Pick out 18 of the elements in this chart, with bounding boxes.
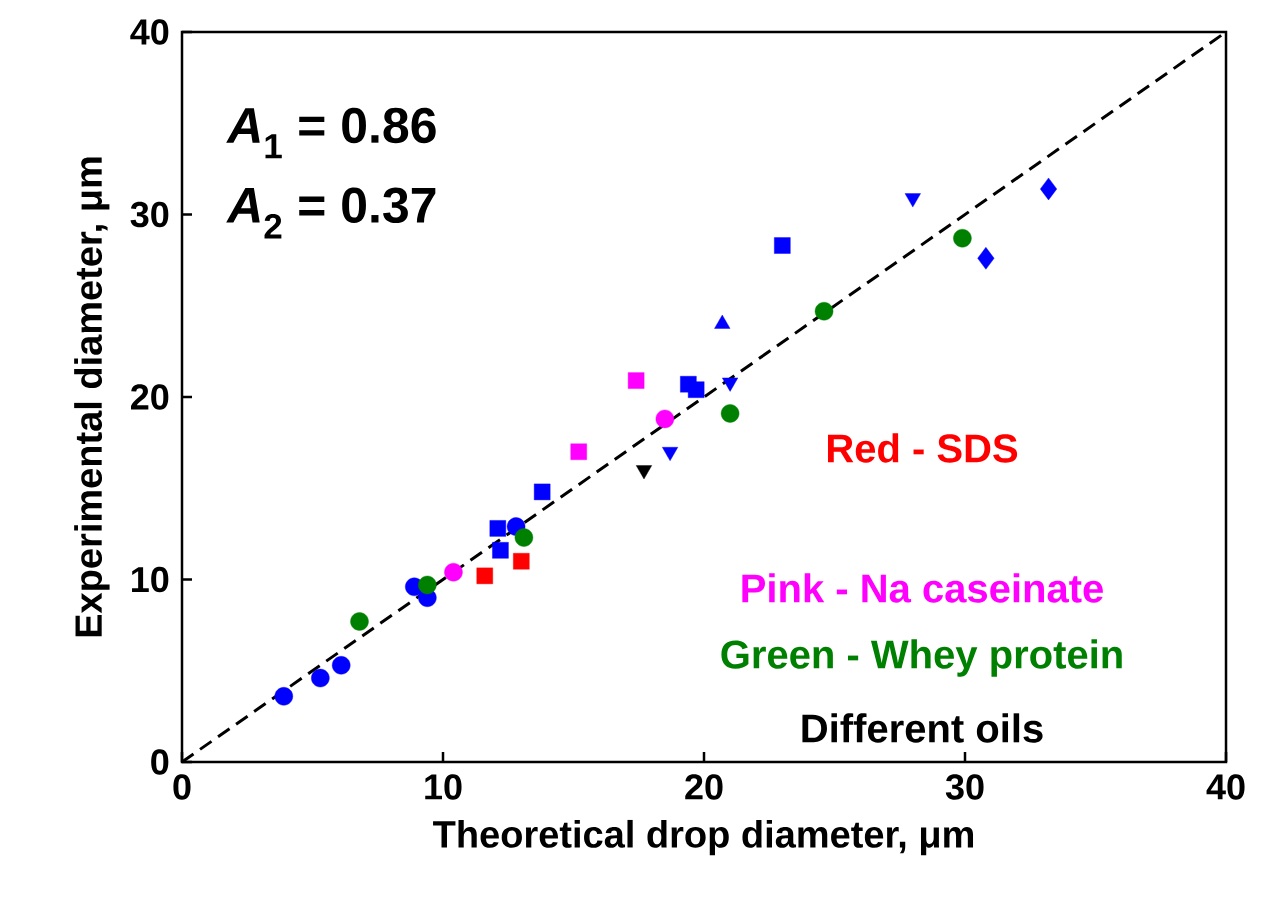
y-tick-label: 0 (151, 749, 169, 775)
x-axis-title: Theoretical drop diameter, μm (433, 819, 974, 856)
y-tick-label: 30 (130, 201, 169, 228)
x-tick-label: 40 (1206, 774, 1245, 800)
annotation: A$_{1}$ = 0.86 (226, 107, 436, 159)
y-axis-title: Experimental diameter, μm (74, 157, 110, 637)
annotation: Pink - Na caseinate (742, 573, 1103, 603)
x-tick-label: 20 (685, 774, 723, 800)
y-tick-label: 20 (131, 384, 169, 410)
x-tick-label: 30 (945, 774, 984, 800)
y-tick-label: 40 (130, 19, 169, 45)
annotation: Different oils (802, 713, 1043, 743)
x-tick-label: 10 (425, 774, 462, 800)
y-tick-label: 10 (132, 566, 169, 593)
annotation: Green - Whey protein (721, 639, 1122, 677)
x-tick-label: 0 (173, 774, 191, 800)
annotation: Red - SDS (828, 433, 1018, 463)
annotation: A$_{2}$ = 0.37 (226, 187, 436, 239)
